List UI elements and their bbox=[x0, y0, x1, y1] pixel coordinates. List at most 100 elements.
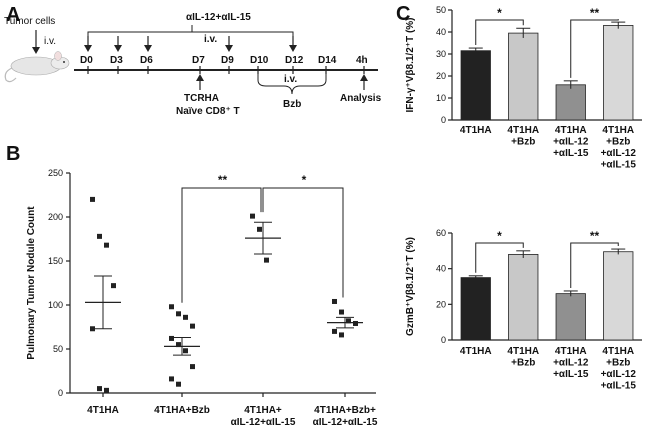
tcrha-arrowhead bbox=[196, 74, 204, 81]
data-point bbox=[183, 314, 188, 320]
day-label: D10 bbox=[250, 55, 269, 66]
day-label: D12 bbox=[285, 55, 304, 66]
data-point bbox=[97, 233, 102, 239]
tcrha-cell-label: Naïve CD8⁺ T bbox=[176, 106, 240, 117]
significance-bracket bbox=[181, 187, 262, 303]
data-point bbox=[176, 381, 181, 387]
panel-c-ifng-bars: 0 10 20 30 40 50 IFN-γ⁺Vβ8.1/2⁺T (%) 4T1HA 4T1HA… bbox=[405, 5, 642, 171]
significance-bracket bbox=[570, 242, 619, 288]
y-tick-label: 150 bbox=[48, 256, 63, 266]
tcrha-label: TCRHA bbox=[184, 93, 219, 104]
y-tick-label: 20 bbox=[436, 71, 446, 81]
significance-label: * bbox=[497, 229, 502, 243]
day-label: D14 bbox=[318, 55, 337, 66]
bar bbox=[508, 32, 539, 121]
data-point bbox=[332, 328, 337, 334]
day-label: D9 bbox=[221, 55, 234, 66]
x-category-label: 4T1HA+αIL-12+αIL-15 bbox=[231, 405, 296, 428]
x-category-label: 4T1HA+Bzb+αIL-12+αIL-15 bbox=[601, 346, 637, 392]
panel-a-label: A bbox=[6, 4, 20, 26]
day-label: D6 bbox=[140, 55, 153, 66]
x-category-label: 4T1HA bbox=[460, 346, 492, 357]
data-point bbox=[346, 318, 351, 324]
bzb-label: Bzb bbox=[283, 99, 301, 110]
analysis-arrowhead bbox=[360, 74, 368, 81]
analysis-label: Analysis bbox=[340, 93, 382, 104]
x-category-label: 4T1HA+αIL-12+αIL-15 bbox=[553, 346, 589, 380]
data-point bbox=[250, 213, 255, 219]
y-tick-label: 30 bbox=[436, 49, 446, 59]
x-category-label: 4T1HA bbox=[460, 125, 492, 136]
x-category-label: 4T1HA+Bzb bbox=[154, 405, 210, 416]
x-category-label: 4T1HA+Bzb bbox=[507, 125, 539, 148]
y-tick-label: 0 bbox=[58, 388, 63, 398]
y-tick-label: 200 bbox=[48, 212, 63, 222]
data-point bbox=[169, 376, 174, 382]
timeline-ticks bbox=[87, 66, 365, 74]
y-tick-label: 50 bbox=[436, 5, 446, 15]
y-axis-label: GzmB⁺Vβ8.1/2⁺T (%) bbox=[405, 237, 416, 336]
treatment-brace bbox=[87, 31, 294, 38]
bar bbox=[555, 84, 586, 121]
data-point bbox=[339, 332, 344, 338]
significance-label: * bbox=[302, 173, 307, 187]
significance-label: ** bbox=[590, 6, 600, 20]
treatment-iv-label: i.v. bbox=[204, 34, 217, 45]
data-point bbox=[339, 309, 344, 315]
data-point bbox=[190, 323, 195, 329]
data-point bbox=[111, 283, 116, 289]
bar bbox=[555, 293, 586, 341]
treatment-arrows bbox=[84, 36, 297, 52]
bar bbox=[508, 253, 539, 341]
day-label: D7 bbox=[192, 55, 205, 66]
significance-label: ** bbox=[218, 173, 228, 187]
panel-c-gzmb-bars: 0 20 40 60 GzmB⁺Vβ8.1/2⁺T (%) 4T1HA 4T1HA +Bzb 4… bbox=[405, 228, 642, 392]
panel-b-scatter: 0 50 100 150 200 250 Pulmonary Tumor Nodule Co… bbox=[26, 168, 378, 428]
x-category-label: 4T1HA+Bzb bbox=[507, 346, 539, 369]
panel-c-label: C bbox=[396, 3, 410, 25]
x-category-label: 4T1HA+Bzb+αIL-12+αIL-15 bbox=[313, 405, 378, 428]
data-point bbox=[90, 326, 95, 332]
y-tick-label: 10 bbox=[436, 93, 446, 103]
x-category-label: 4T1HA+Bzb+αIL-12+αIL-15 bbox=[601, 125, 637, 171]
data-point bbox=[264, 257, 269, 263]
y-tick-label: 50 bbox=[53, 344, 63, 354]
significance-label: * bbox=[497, 6, 502, 20]
bar bbox=[460, 50, 491, 121]
bzb-iv-label: i.v. bbox=[284, 74, 297, 85]
y-tick-label: 0 bbox=[441, 115, 446, 125]
data-point bbox=[257, 226, 262, 232]
data-point bbox=[332, 298, 337, 304]
treatment-label: αIL-12+αIL-15 bbox=[186, 12, 251, 23]
y-tick-label: 40 bbox=[436, 264, 446, 274]
data-point bbox=[169, 304, 174, 310]
tumor-cells-label: Tumor cells bbox=[4, 16, 55, 27]
bar bbox=[603, 24, 634, 121]
y-tick-label: 60 bbox=[436, 228, 446, 238]
y-axis-label: Pulmonary Tumor Nodule Count bbox=[26, 206, 37, 360]
significance-bracket bbox=[475, 19, 524, 46]
tumor-iv-label: i.v. bbox=[44, 36, 56, 47]
y-tick-label: 250 bbox=[48, 168, 63, 178]
mouse-icon bbox=[4, 51, 70, 83]
day-label: 4h bbox=[356, 55, 368, 66]
x-category-label: 4T1HA+αIL-12+αIL-15 bbox=[553, 125, 589, 159]
panel-b-label: B bbox=[6, 143, 20, 165]
significance-bracket bbox=[570, 19, 619, 78]
data-point bbox=[176, 342, 181, 348]
data-point bbox=[190, 364, 195, 370]
data-point bbox=[104, 387, 109, 393]
day-label: D3 bbox=[110, 55, 123, 66]
data-point bbox=[353, 320, 358, 326]
y-tick-label: 0 bbox=[441, 335, 446, 345]
data-point bbox=[90, 196, 95, 202]
significance-bracket bbox=[475, 242, 524, 273]
y-tick-label: 40 bbox=[436, 27, 446, 37]
data-point bbox=[104, 242, 109, 248]
bzb-brace bbox=[257, 74, 327, 95]
bar bbox=[603, 251, 634, 341]
data-point bbox=[97, 386, 102, 392]
tumor-injection-arrowhead bbox=[32, 47, 40, 54]
bar bbox=[460, 277, 491, 341]
